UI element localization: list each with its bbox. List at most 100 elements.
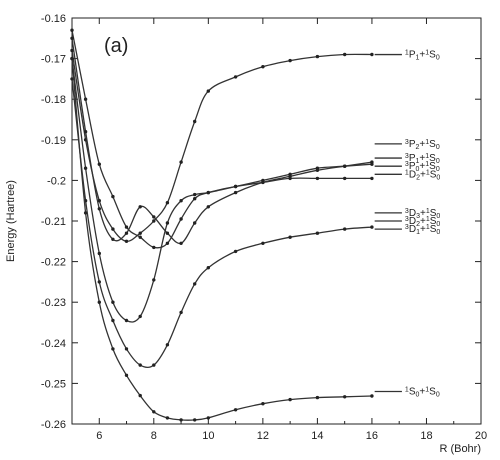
data-point (111, 194, 115, 199)
data-point (70, 56, 74, 61)
data-point (138, 363, 142, 367)
y-tick-label: -0.25 (41, 378, 66, 390)
data-point (165, 231, 170, 235)
x-tick-label: 20 (475, 430, 487, 442)
data-point (124, 225, 129, 229)
data-point (288, 58, 292, 63)
data-point (206, 266, 210, 270)
data-point (288, 235, 292, 239)
data-point (315, 54, 320, 59)
curve-line (71, 50, 372, 242)
curve-line (71, 30, 372, 249)
y-tick-label: -0.17 (41, 54, 66, 66)
data-point (138, 314, 142, 319)
y-tick-label: -0.21 (41, 216, 66, 228)
asymptote-label: 1D2+1S0 (405, 169, 440, 181)
data-point (165, 201, 170, 205)
data-point (138, 235, 142, 239)
data-point (152, 278, 156, 282)
data-point (193, 197, 197, 201)
data-point (70, 36, 74, 40)
data-point (206, 89, 210, 93)
data-point (370, 394, 374, 398)
data-point (111, 237, 115, 241)
data-point (288, 172, 292, 176)
y-tick-label: -0.2 (47, 175, 66, 187)
data-point (138, 231, 142, 235)
data-point (152, 410, 156, 414)
data-point (124, 239, 129, 243)
data-point (83, 166, 88, 170)
data-point (343, 164, 347, 168)
data-point (206, 416, 210, 420)
data-point (138, 393, 142, 398)
data-point (83, 130, 88, 134)
data-point (165, 343, 170, 347)
data-point (97, 199, 102, 203)
data-point (370, 225, 374, 229)
asymptote-label: 3P2+1S0 (405, 139, 440, 151)
data-point (179, 199, 183, 203)
data-point (193, 221, 197, 225)
asymptote-label: 3P1+1S0 (405, 153, 440, 165)
data-point (83, 211, 88, 215)
data-point (83, 97, 88, 101)
data-point (193, 192, 197, 197)
data-point (179, 310, 183, 315)
data-point (233, 184, 238, 189)
data-point (152, 363, 156, 367)
data-point (233, 190, 238, 195)
data-point (111, 227, 115, 231)
curves (70, 28, 374, 422)
data-point (343, 176, 347, 181)
data-point (152, 245, 156, 250)
data-point (165, 221, 170, 225)
data-point (261, 241, 265, 245)
y-tick-label: -0.26 (41, 419, 66, 431)
y-tick-label: -0.19 (41, 135, 66, 147)
x-axis-label: R (Bohr) (439, 443, 481, 455)
data-point (233, 249, 238, 254)
data-point (97, 251, 102, 256)
x-tick-label: 14 (311, 430, 323, 442)
data-point (179, 418, 183, 422)
data-point (193, 119, 197, 124)
x-tick-label: 8 (151, 430, 157, 442)
data-point (315, 395, 320, 400)
curve-line (71, 58, 372, 421)
data-point (193, 282, 197, 286)
y-tick-label: -0.18 (41, 94, 66, 106)
data-point (152, 215, 156, 219)
data-point (261, 402, 265, 406)
y-tick-label: -0.22 (41, 257, 66, 269)
y-tick-label: -0.16 (41, 13, 66, 25)
data-point (179, 160, 183, 164)
data-point (97, 162, 102, 166)
y-axis-label: Energy (Hartree) (5, 180, 17, 262)
data-point (124, 318, 129, 323)
data-point (261, 178, 265, 183)
data-point (206, 190, 210, 195)
curve-line (71, 58, 372, 323)
data-point (124, 373, 129, 377)
data-point (261, 65, 265, 69)
data-point (165, 416, 170, 420)
data-point (111, 318, 115, 323)
data-point (206, 205, 210, 209)
asymptote-label: 3P0+1S0 (405, 161, 440, 173)
x-tick-label: 12 (257, 430, 269, 442)
x-tick-label: 6 (96, 430, 102, 442)
data-point (70, 28, 74, 32)
data-point (343, 395, 347, 399)
panel-label: (a) (104, 35, 128, 57)
x-tick-label: 10 (202, 430, 214, 442)
curve-line (71, 38, 372, 245)
data-point (343, 52, 347, 57)
curve-line (71, 78, 372, 369)
data-point (370, 52, 374, 57)
data-point (97, 300, 102, 304)
data-point (233, 75, 238, 79)
y-tick-label: -0.23 (41, 297, 66, 309)
x-tick-label: 16 (366, 430, 378, 442)
data-point (315, 166, 320, 170)
